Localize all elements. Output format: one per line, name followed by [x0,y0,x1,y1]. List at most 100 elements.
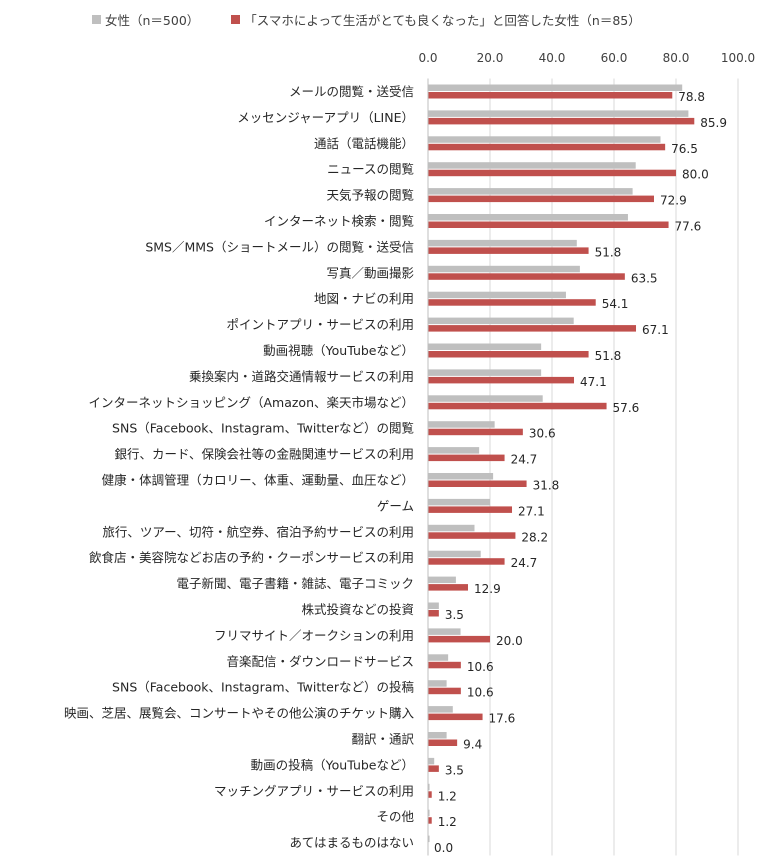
category-label: メッセンジャーアプリ（LINE） [237,110,414,125]
category-label: 音楽配信・ダウンロードサービス [226,654,414,669]
bar-improved-women [428,506,513,513]
bar-improved-women [428,558,505,565]
value-label: 47.1 [580,375,607,389]
bar-improved-women [428,661,461,669]
legend-swatch-improved-women [231,15,241,24]
x-tick-label: 100.0 [721,51,755,65]
category-label: 動画視聴（YouTubeなど） [263,343,414,358]
category-label: 銀行、カード、保険会社等の金融関連サービスの利用 [114,447,414,462]
category-label: あてはまるものはない [289,835,414,850]
category-label: インターネット検索・閲覧 [264,214,414,229]
legend-item-improved-women: 「スマホによって生活がとても良くなった」と回答した女性（n＝85） [231,10,641,29]
category-label: 天気予報の閲覧 [326,188,414,203]
category-label: SNS（Facebook、Instagram、Twitterなど）の閲覧 [112,421,414,436]
bar-all-women [428,680,447,687]
legend-label-improved-women: 「スマホによって生活がとても良くなった」と回答した女性（n＝85） [244,13,641,28]
bar-all-women [428,524,475,532]
bar-improved-women [428,376,575,384]
value-label: 78.8 [678,90,705,104]
value-label: 9.4 [463,738,482,752]
value-label: 1.2 [438,789,457,803]
value-label: 51.8 [595,245,622,259]
category-label: 地図・ナビの利用 [314,291,414,306]
value-label: 10.6 [467,660,494,674]
bar-all-women [428,317,574,325]
bar-all-women [428,576,456,584]
x-tick-label: 0.0 [418,51,437,65]
bar-improved-women [428,92,673,99]
bar-all-women [428,343,542,350]
bar-improved-women [428,454,505,462]
bar-all-women [428,214,628,221]
bar-improved-women [428,739,458,746]
category-label: マッチングアプリ・サービスの利用 [214,783,414,798]
category-label: 健康・体調管理（カロリー、体重、運動量、血圧など） [102,473,414,488]
bar-improved-women [428,402,607,410]
legend-swatch-all-women [92,15,101,24]
bar-all-women [428,757,435,765]
bar-improved-women [428,532,516,539]
category-label: 飲食店・美容院などお店の予約・クーポンサービスの利用 [89,550,414,565]
bar-all-women [428,628,461,635]
bar-all-women [428,447,480,454]
value-label: 1.2 [438,815,457,829]
bar-all-women [428,136,661,143]
category-label: ゲーム [377,498,414,513]
bar-all-women [428,550,481,558]
bar-all-women [428,421,495,428]
bar-improved-women [428,221,669,228]
bar-all-women [428,265,580,273]
bar-improved-women [428,791,432,798]
bar-improved-women [428,299,596,306]
category-label: 翻訳・通訳 [351,732,414,747]
value-label: 67.1 [642,323,669,337]
x-tick-label: 60.0 [601,51,628,65]
category-label: 旅行、ツアー、切符・航空券、宿泊予約サービスの利用 [102,524,414,539]
bar-improved-women [428,480,527,487]
bar-all-women [428,162,636,169]
value-label: 17.6 [489,712,516,726]
value-label: 72.9 [660,194,687,208]
value-label: 85.9 [700,116,727,130]
bar-improved-women [428,195,654,203]
bar-improved-women [428,584,468,591]
bar-all-women [428,706,453,713]
bar-improved-women [428,635,490,643]
category-label: 乗換案内・道路交通情報サービスの利用 [189,369,414,384]
bar-all-women [428,809,430,817]
category-label: ニュースの閲覧 [327,162,414,177]
value-label: 27.1 [518,504,545,518]
category-label: インターネットショッピング（Amazon、楽天市場など） [88,395,414,410]
bar-all-women [428,602,439,609]
value-label: 80.0 [682,168,709,182]
bar-improved-women [428,143,666,151]
value-label: 28.2 [521,530,548,544]
value-label: 57.6 [613,401,640,415]
bar-improved-women [428,687,461,695]
category-label: 映画、芝居、展覧会、コンサートやその他公演のチケット購入 [64,706,415,721]
value-label: 30.6 [529,427,556,441]
x-tick-label: 20.0 [477,51,504,65]
bar-all-women [428,473,494,480]
value-label: 51.8 [595,349,622,363]
x-tick-label: 80.0 [663,51,690,65]
bar-improved-women [428,247,589,254]
x-tick-label: 40.0 [539,51,566,65]
bar-all-women [428,291,566,299]
bar-all-women [428,84,683,91]
bar-improved-women [428,428,523,436]
legend-item-all-women: 女性（n＝500） [92,10,199,29]
value-label: 24.7 [511,453,538,467]
bar-improved-women [428,117,695,125]
bar-all-women [428,395,543,402]
value-label: 3.5 [445,608,464,622]
value-label: 76.5 [671,142,698,156]
value-label: 10.6 [467,686,494,700]
value-label: 77.6 [675,220,702,234]
bar-all-women [428,783,430,791]
bar-improved-women [428,713,483,721]
bar-all-women [428,732,447,739]
bar-all-women [428,188,633,195]
